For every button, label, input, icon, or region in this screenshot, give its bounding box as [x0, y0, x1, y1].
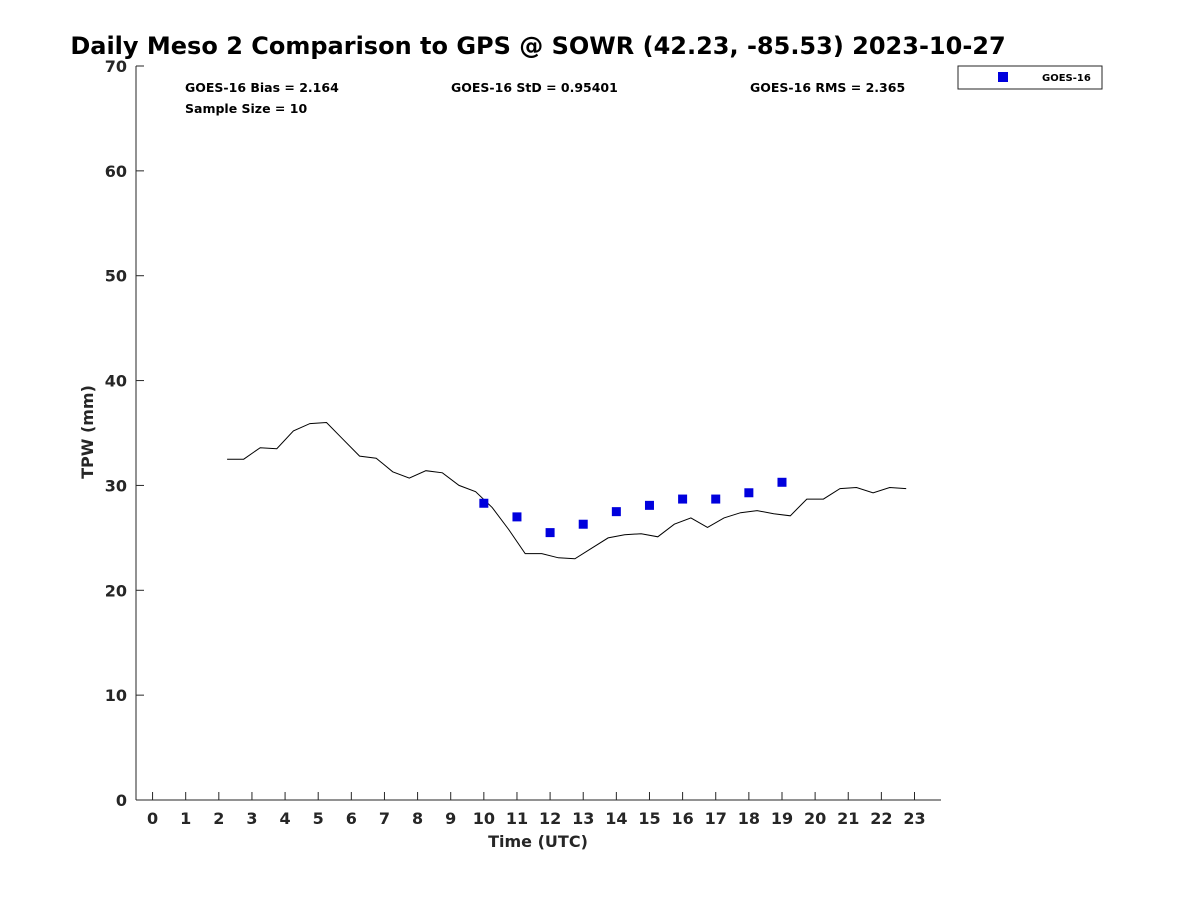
- x-tick-label: 16: [671, 809, 693, 828]
- chart-title: Daily Meso 2 Comparison to GPS @ SOWR (4…: [70, 32, 1005, 60]
- stat-std: GOES-16 StD = 0.95401: [451, 80, 618, 95]
- goes-16-point: [744, 488, 754, 498]
- y-tick-label: 20: [105, 581, 127, 600]
- x-tick-label: 9: [445, 809, 456, 828]
- x-tick-label: 5: [313, 809, 324, 828]
- x-tick-label: 0: [147, 809, 158, 828]
- x-tick-label: 18: [738, 809, 760, 828]
- legend-label-goes-16: GOES-16: [1042, 73, 1091, 84]
- goes-16-point: [611, 507, 621, 517]
- series-layer: [227, 421, 907, 560]
- goes-16-point: [644, 500, 654, 510]
- x-tick-label: 22: [870, 809, 892, 828]
- y-tick-label: 40: [105, 372, 127, 391]
- stat-sample-size: Sample Size = 10: [185, 101, 307, 116]
- legend-marker-goes-16: [998, 72, 1008, 82]
- y-axis-ticks: 0 10 20 30 40 50 60 70: [105, 57, 144, 810]
- goes-16-point: [777, 477, 787, 487]
- stat-rms: GOES-16 RMS = 2.365: [750, 80, 905, 95]
- x-tick-label: 21: [837, 809, 859, 828]
- x-tick-label: 8: [412, 809, 423, 828]
- x-tick-label: 10: [473, 809, 495, 828]
- x-tick-label: 1: [180, 809, 191, 828]
- x-tick-label: 7: [379, 809, 390, 828]
- x-tick-label: 6: [346, 809, 357, 828]
- x-tick-label: 11: [506, 809, 528, 828]
- y-tick-label: 70: [105, 57, 127, 76]
- y-tick-label: 10: [105, 686, 127, 705]
- x-tick-label: 12: [539, 809, 561, 828]
- x-tick-label: 23: [903, 809, 925, 828]
- goes-16-point: [578, 519, 588, 529]
- legend: GOES-16: [957, 65, 1103, 90]
- x-axis-ticks: 0 1 2 3 4 5 6 7 8 9 10 11 12 13 14 15 16 17 18 19 20 21 22 23: [147, 792, 926, 828]
- goes-16-point: [711, 494, 721, 504]
- gps-tpw-line: [227, 421, 907, 560]
- x-tick-label: 17: [705, 809, 727, 828]
- y-tick-label: 0: [116, 791, 127, 810]
- y-tick-label: 50: [105, 267, 127, 286]
- x-axis-label: Time (UTC): [488, 832, 588, 851]
- x-tick-label: 4: [280, 809, 291, 828]
- goes-16-point: [479, 498, 489, 508]
- x-tick-label: 2: [213, 809, 224, 828]
- stat-bias: GOES-16 Bias = 2.164: [185, 80, 339, 95]
- x-tick-label: 19: [771, 809, 793, 828]
- x-tick-label: 15: [638, 809, 660, 828]
- y-tick-label: 60: [105, 162, 127, 181]
- x-tick-label: 20: [804, 809, 826, 828]
- x-tick-label: 3: [246, 809, 257, 828]
- goes-16-point: [678, 494, 688, 504]
- y-tick-label: 30: [105, 476, 127, 495]
- legend-box: [957, 65, 1103, 90]
- y-axis-label: TPW (mm): [78, 385, 97, 479]
- goes-16-point: [512, 512, 522, 522]
- x-tick-label: 14: [605, 809, 627, 828]
- x-tick-label: 13: [572, 809, 594, 828]
- goes-16-point: [545, 528, 555, 538]
